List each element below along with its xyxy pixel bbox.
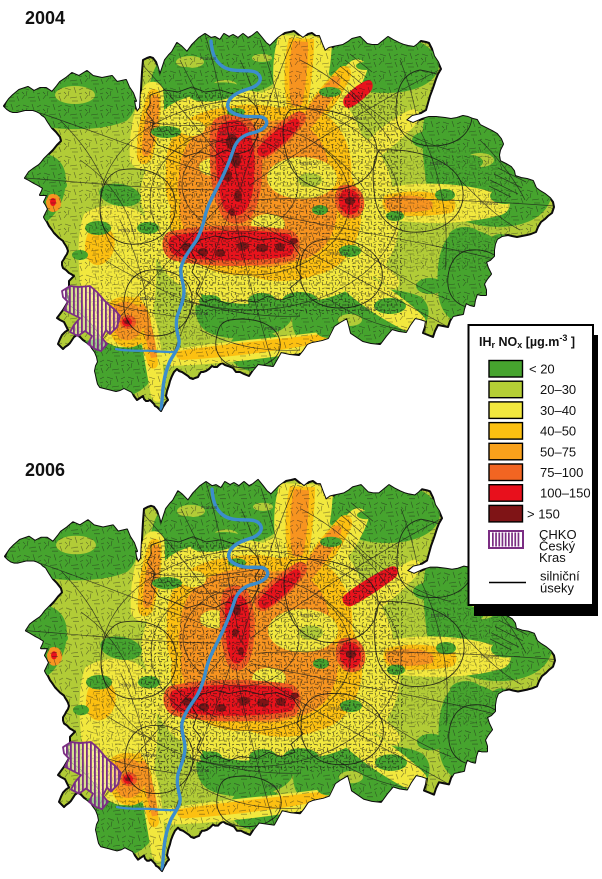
svg-text:2004: 2004 <box>25 8 65 28</box>
svg-text:50–75: 50–75 <box>540 444 576 459</box>
svg-text:IHr NOx [µg.m-3 ]: IHr NOx [µg.m-3 ] <box>479 333 575 350</box>
svg-text:CHKO: CHKO <box>539 527 577 542</box>
svg-text:40–50: 40–50 <box>540 424 576 439</box>
svg-text:2006: 2006 <box>25 460 65 480</box>
svg-text:20–30: 20–30 <box>540 382 576 397</box>
svg-text:Český: Český <box>539 539 576 554</box>
svg-text:75–100: 75–100 <box>540 465 583 480</box>
svg-text:100–150: 100–150 <box>540 486 591 501</box>
svg-text:30–40: 30–40 <box>540 403 576 418</box>
svg-text:> 150: > 150 <box>527 506 560 521</box>
svg-text:úseky: úseky <box>540 581 574 596</box>
svg-text:< 20: < 20 <box>529 362 555 377</box>
svg-text:silniční: silniční <box>540 569 580 584</box>
svg-text:Kras: Kras <box>539 550 566 565</box>
